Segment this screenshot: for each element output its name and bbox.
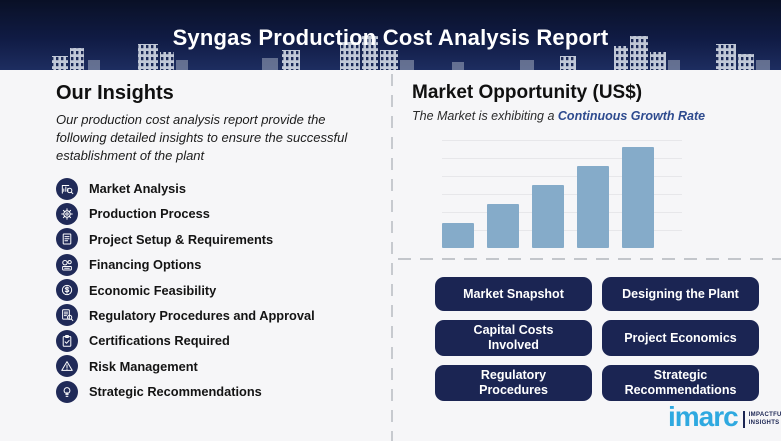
- horizontal-dashed-divider: [398, 258, 781, 260]
- list-item: Regulatory Procedures and Approval: [56, 303, 381, 328]
- topic-buttons: Market Snapshot Designing the Plant Capi…: [435, 277, 759, 401]
- city-skyline-graphic: [52, 36, 770, 70]
- list-item-label: Production Process: [89, 206, 210, 222]
- production-process-icon: [56, 202, 78, 225]
- list-item: Economic Feasibility: [56, 277, 381, 302]
- regulatory-approval-icon: [56, 304, 78, 327]
- vertical-dashed-divider: [391, 74, 393, 441]
- insights-list: Market Analysis Production Process Proje…: [56, 176, 381, 405]
- strategic-recommendations-button[interactable]: Strategic Recommendations: [602, 365, 759, 401]
- market-panel: Market Opportunity (US$) The Market is e…: [412, 82, 772, 123]
- list-item: Market Analysis: [56, 176, 381, 201]
- economic-feasibility-icon: [56, 279, 78, 302]
- list-item-label: Regulatory Procedures and Approval: [89, 307, 315, 323]
- capital-costs-button[interactable]: Capital Costs Involved: [435, 320, 592, 356]
- chart-bar: [532, 185, 564, 248]
- list-item-label: Risk Management: [89, 358, 198, 374]
- designing-the-plant-button[interactable]: Designing the Plant: [602, 277, 759, 311]
- financing-options-icon: [56, 253, 78, 276]
- risk-management-icon: [56, 355, 78, 378]
- market-heading: Market Opportunity (US$): [412, 82, 643, 103]
- page-title: Syngas Production Cost Analysis Report: [172, 25, 609, 50]
- list-item: Risk Management: [56, 354, 381, 379]
- chart-bar: [442, 223, 474, 248]
- list-item-label: Certifications Required: [89, 333, 230, 349]
- list-item-label: Financing Options: [89, 257, 202, 273]
- regulatory-procedures-button[interactable]: Regulatory Procedures: [435, 365, 592, 401]
- list-item: Production Process: [56, 201, 381, 226]
- header-banner: Syngas Production Cost Analysis Report: [0, 0, 781, 70]
- market-subtitle: The Market is exhibiting a Continuous Gr…: [412, 109, 772, 123]
- project-setup-icon: [56, 228, 78, 251]
- imarc-logo-wordmark: imarc: [668, 401, 739, 432]
- chart-bar: [622, 147, 654, 248]
- project-economics-button[interactable]: Project Economics: [602, 320, 759, 356]
- logo-tagline: IMPACTFUL INSIGHTS: [749, 412, 781, 428]
- logo-tagline-line1: IMPACTFUL: [748, 411, 781, 418]
- bar-chart: [442, 136, 682, 248]
- chart-bar: [577, 166, 609, 248]
- list-item: Financing Options: [56, 252, 381, 277]
- chart-bar: [487, 204, 519, 248]
- strategic-recommendations-icon: [56, 380, 78, 403]
- market-analysis-icon: [56, 177, 78, 200]
- insights-description: Our production cost analysis report prov…: [56, 112, 348, 163]
- list-item-label: Strategic Recommendations: [89, 384, 262, 400]
- market-snapshot-button[interactable]: Market Snapshot: [435, 277, 592, 311]
- list-item: Strategic Recommendations: [56, 379, 381, 404]
- imarc-logo: imarc IMPACTFUL INSIGHTS: [668, 401, 781, 432]
- insights-panel: Our Insights Our production cost analysi…: [56, 82, 381, 404]
- list-item: Certifications Required: [56, 328, 381, 353]
- market-subtitle-prefix: The Market is exhibiting a: [412, 109, 558, 123]
- list-item-label: Project Setup & Requirements: [89, 231, 274, 247]
- logo-divider: [742, 411, 745, 429]
- list-item-label: Economic Feasibility: [89, 282, 217, 298]
- certifications-icon: [56, 329, 78, 352]
- market-subtitle-highlight: Continuous Growth Rate: [557, 109, 706, 123]
- list-item-label: Market Analysis: [89, 181, 186, 196]
- logo-tagline-line2: INSIGHTS: [748, 419, 780, 426]
- insights-heading: Our Insights: [56, 82, 174, 104]
- list-item: Project Setup & Requirements: [56, 227, 381, 252]
